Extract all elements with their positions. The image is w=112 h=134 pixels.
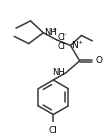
Text: Cl: Cl (58, 33, 66, 42)
Text: N: N (71, 41, 78, 50)
Text: +: + (77, 40, 82, 45)
Text: +: + (51, 27, 57, 33)
Text: NH: NH (44, 28, 57, 37)
Text: Cl: Cl (49, 126, 58, 134)
Text: Cl: Cl (58, 42, 66, 51)
Text: ⁻: ⁻ (63, 35, 67, 40)
Text: ⁻: ⁻ (63, 44, 67, 49)
Text: O: O (95, 56, 102, 65)
Text: NH: NH (52, 68, 65, 77)
